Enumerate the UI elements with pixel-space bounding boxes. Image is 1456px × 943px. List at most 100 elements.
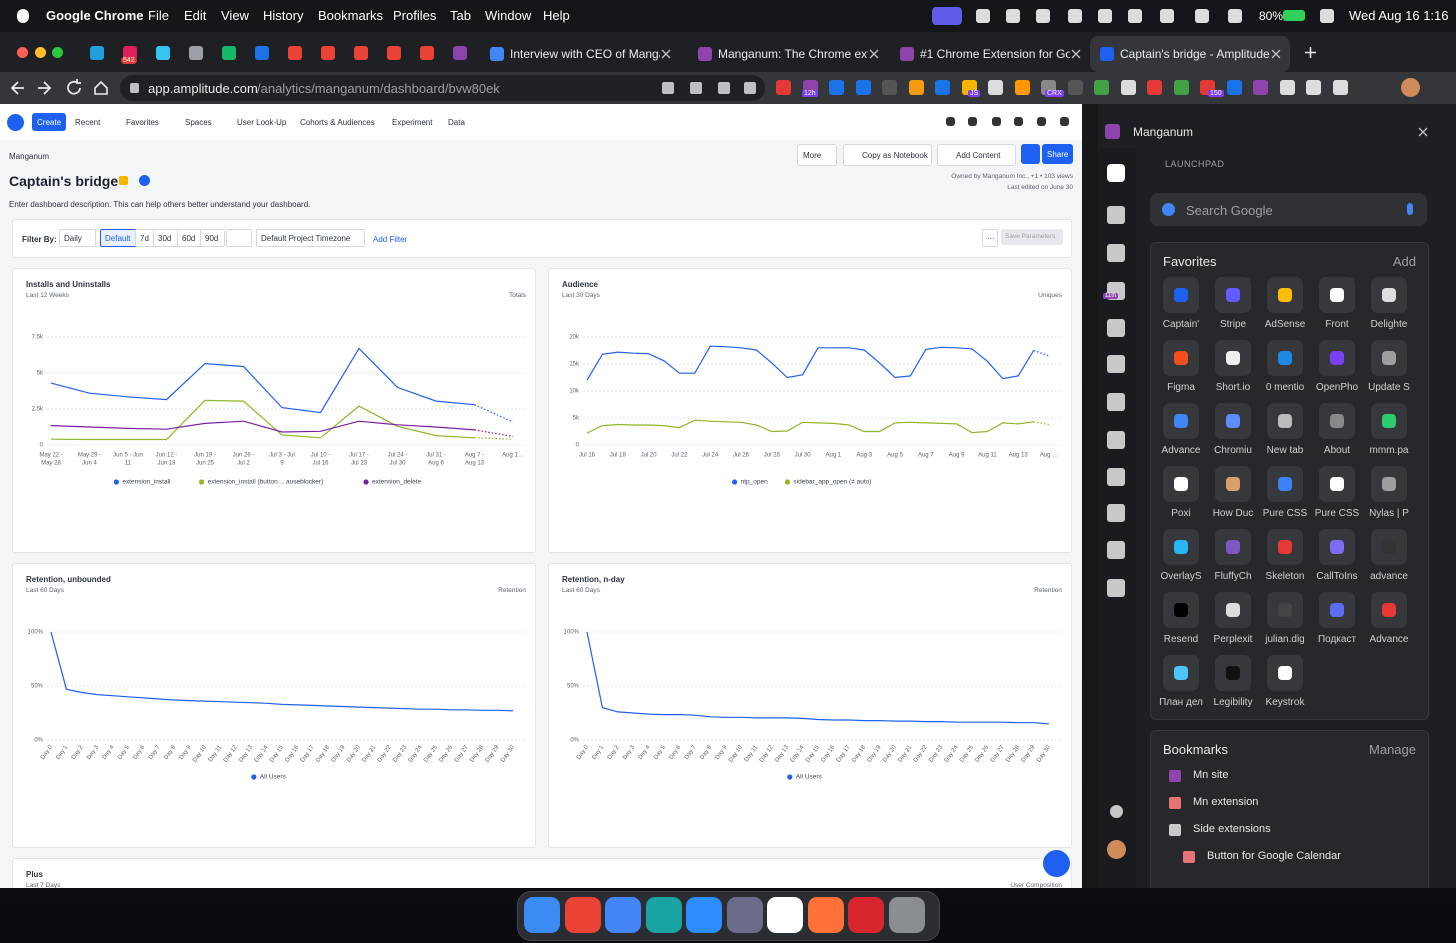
favorite-label[interactable]: Advance [1369, 634, 1409, 645]
extension-icon[interactable] [988, 80, 1003, 95]
pinned-tab[interactable] [90, 46, 104, 60]
filter-button[interactable]: Default [100, 229, 137, 247]
extension-icon[interactable] [1306, 80, 1321, 95]
favorite-tile[interactable] [1319, 592, 1355, 628]
header-button[interactable]: Copy as Notebook [843, 144, 932, 166]
rail-icon[interactable] [1107, 393, 1125, 411]
nav-icon[interactable] [992, 117, 1001, 126]
chart-title[interactable]: Installs and Uninstalls [26, 280, 111, 289]
header-button[interactable]: Share [1042, 144, 1073, 164]
tab[interactable]: Interview with CEO of Mangan… [480, 36, 680, 72]
favorite-tile[interactable] [1163, 655, 1199, 691]
tab[interactable]: #1 Chrome Extension for Googl… [890, 36, 1090, 72]
user-avatar[interactable] [1107, 840, 1126, 859]
extension-icon[interactable] [1279, 80, 1295, 95]
favorite-label[interactable]: Front [1325, 319, 1349, 330]
favorite-label[interactable]: План дел [1159, 697, 1203, 708]
filter-button[interactable]: Daily [59, 229, 96, 247]
pinned-tab[interactable] [123, 46, 137, 60]
filter-button[interactable]: 30d [153, 229, 179, 247]
bookmarks-manage[interactable]: Manage [1369, 742, 1416, 757]
menu-item[interactable]: Profiles [393, 8, 437, 23]
dock-icon[interactable] [888, 897, 925, 933]
favorite-tile[interactable] [1371, 529, 1407, 565]
favorite-tile[interactable] [1215, 340, 1251, 376]
favorite-label[interactable]: Resend [1163, 634, 1199, 645]
nav-item[interactable]: User Look-Up [237, 118, 287, 127]
favorite-label[interactable]: OpenPho [1315, 382, 1359, 393]
header-button[interactable]: More [797, 144, 837, 166]
logo[interactable] [7, 114, 24, 131]
dock-icon[interactable] [564, 897, 601, 933]
chart-title[interactable]: Retention, unbounded [26, 575, 111, 584]
favorite-tile[interactable] [1215, 403, 1251, 439]
favorite-tile[interactable] [1371, 340, 1407, 376]
rail-icon[interactable] [1107, 579, 1125, 597]
favorite-label[interactable]: Chromiu [1214, 445, 1252, 456]
dock-icon[interactable] [524, 897, 560, 933]
pinned-tab[interactable] [354, 46, 368, 60]
favorite-label[interactable]: mmm.pa [1369, 445, 1409, 456]
favorite-tile[interactable] [1319, 340, 1355, 376]
extension-icon[interactable] [1094, 80, 1109, 95]
filter-button[interactable]: 90d [200, 229, 225, 247]
favorite-tile[interactable] [1267, 655, 1303, 691]
extension-icon[interactable] [1253, 80, 1268, 95]
favorite-label[interactable]: Perplexit [1213, 634, 1253, 645]
rail-icon[interactable] [1107, 355, 1125, 373]
favorite-tile[interactable] [1267, 277, 1303, 313]
favorite-label[interactable]: New tab [1266, 445, 1304, 456]
nav-icon[interactable] [1037, 117, 1046, 126]
bookmark-label[interactable]: Button for Google Calendar [1207, 850, 1341, 862]
dock-icon[interactable] [605, 897, 641, 933]
omnibox[interactable]: app.amplitude.com/analytics/manganum/das… [120, 75, 765, 101]
favorite-tile[interactable] [1163, 529, 1199, 565]
rail-icon[interactable] [1107, 206, 1125, 224]
extension-icon[interactable] [908, 80, 924, 95]
pinned-tab[interactable] [189, 46, 203, 60]
favorite-tile[interactable] [1163, 340, 1199, 376]
favorite-tile[interactable] [1371, 592, 1407, 628]
tab[interactable]: Captain's bridge - Amplitude [1090, 36, 1290, 72]
chart-title[interactable]: Audience [562, 280, 599, 289]
favorite-label[interactable]: How Duc [1212, 508, 1254, 519]
save-parameters[interactable]: Save Parameters [1001, 229, 1063, 245]
favorite-label[interactable]: OverlayS [1160, 571, 1202, 582]
extension-icon[interactable] [1067, 80, 1083, 95]
favorite-tile[interactable] [1215, 529, 1251, 565]
extension-icon[interactable] [855, 80, 871, 95]
window-button[interactable] [35, 47, 46, 58]
favorite-label[interactable]: Update S [1368, 382, 1410, 393]
favorite-tile[interactable] [1215, 277, 1251, 313]
pinned-tab[interactable] [387, 46, 401, 60]
favorite-tile[interactable] [1319, 466, 1355, 502]
favorite-label[interactable]: Pure CSS [1262, 508, 1308, 519]
favorite-tile[interactable] [1163, 277, 1199, 313]
dock-icon[interactable] [767, 897, 803, 933]
favorite-label[interactable]: Keystrok [1265, 697, 1305, 708]
pinned-tab[interactable] [420, 46, 434, 60]
create-button[interactable]: Create [32, 113, 66, 131]
nav-item[interactable]: Recent [75, 118, 101, 127]
favorite-tile[interactable] [1319, 529, 1355, 565]
menu-item[interactable]: File [148, 8, 169, 23]
favorite-tile[interactable] [1267, 466, 1303, 502]
search-box[interactable]: Search Google [1150, 193, 1427, 226]
filter-button[interactable]: ··· [982, 229, 998, 247]
header-button[interactable]: Add Content [937, 144, 1016, 166]
favorite-label[interactable]: FluffyCh [1214, 571, 1252, 582]
favorite-tile[interactable] [1215, 655, 1251, 691]
favorite-tile[interactable] [1215, 466, 1251, 502]
favorite-label[interactable]: Legibility [1213, 697, 1253, 708]
extension-icon[interactable] [935, 80, 950, 95]
dock-icon[interactable] [726, 897, 763, 933]
favorite-label[interactable]: CallToIns [1316, 571, 1358, 582]
dock-icon[interactable] [686, 897, 722, 933]
favorite-tile[interactable] [1319, 403, 1355, 439]
dock-icon[interactable] [848, 897, 884, 933]
nav-item[interactable]: Spaces [185, 118, 212, 127]
settings-icon[interactable] [1110, 805, 1123, 818]
extension-icon[interactable] [1147, 80, 1162, 95]
favorite-star[interactable] [119, 176, 128, 185]
favorite-tile[interactable] [1371, 466, 1407, 502]
